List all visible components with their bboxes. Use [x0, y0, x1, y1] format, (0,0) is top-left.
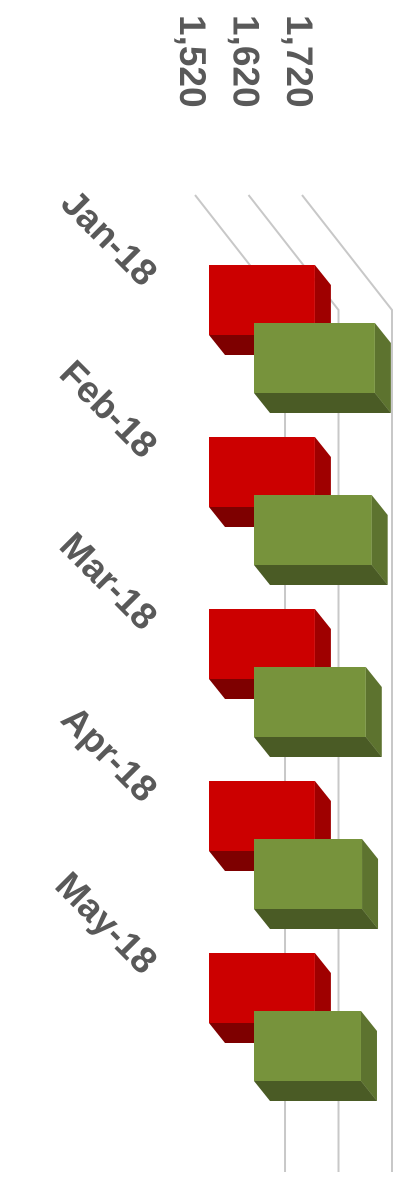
x-tick-label: 1,720	[279, 15, 320, 108]
bar-face	[254, 737, 382, 757]
bar-face	[254, 667, 366, 737]
bar-face	[254, 495, 372, 565]
category-label: May-18	[48, 864, 166, 982]
bar-face	[362, 839, 379, 929]
bar-face	[254, 909, 379, 929]
bar-face	[365, 667, 382, 757]
bar-face	[254, 839, 363, 909]
bar-face	[254, 565, 388, 585]
category-label: Jan-18	[53, 182, 165, 294]
x-tick-label: 1,520	[172, 15, 213, 108]
bar	[254, 667, 382, 757]
category-label: Apr-18	[53, 698, 165, 810]
bar-face	[374, 323, 391, 413]
bar-face	[360, 1011, 377, 1101]
bar-face	[371, 495, 388, 585]
x-tick-label: 1,620	[226, 15, 267, 108]
category-label: Feb-18	[52, 352, 165, 465]
bar	[254, 495, 388, 585]
bar-face	[254, 1081, 377, 1101]
bar	[254, 1011, 377, 1101]
bar	[254, 323, 391, 413]
category-label: Mar-18	[52, 524, 165, 637]
bar-face	[254, 323, 375, 393]
grid-line	[301, 194, 393, 1172]
bar-face	[254, 393, 391, 413]
bar	[254, 839, 379, 929]
bar-face	[254, 1011, 361, 1081]
